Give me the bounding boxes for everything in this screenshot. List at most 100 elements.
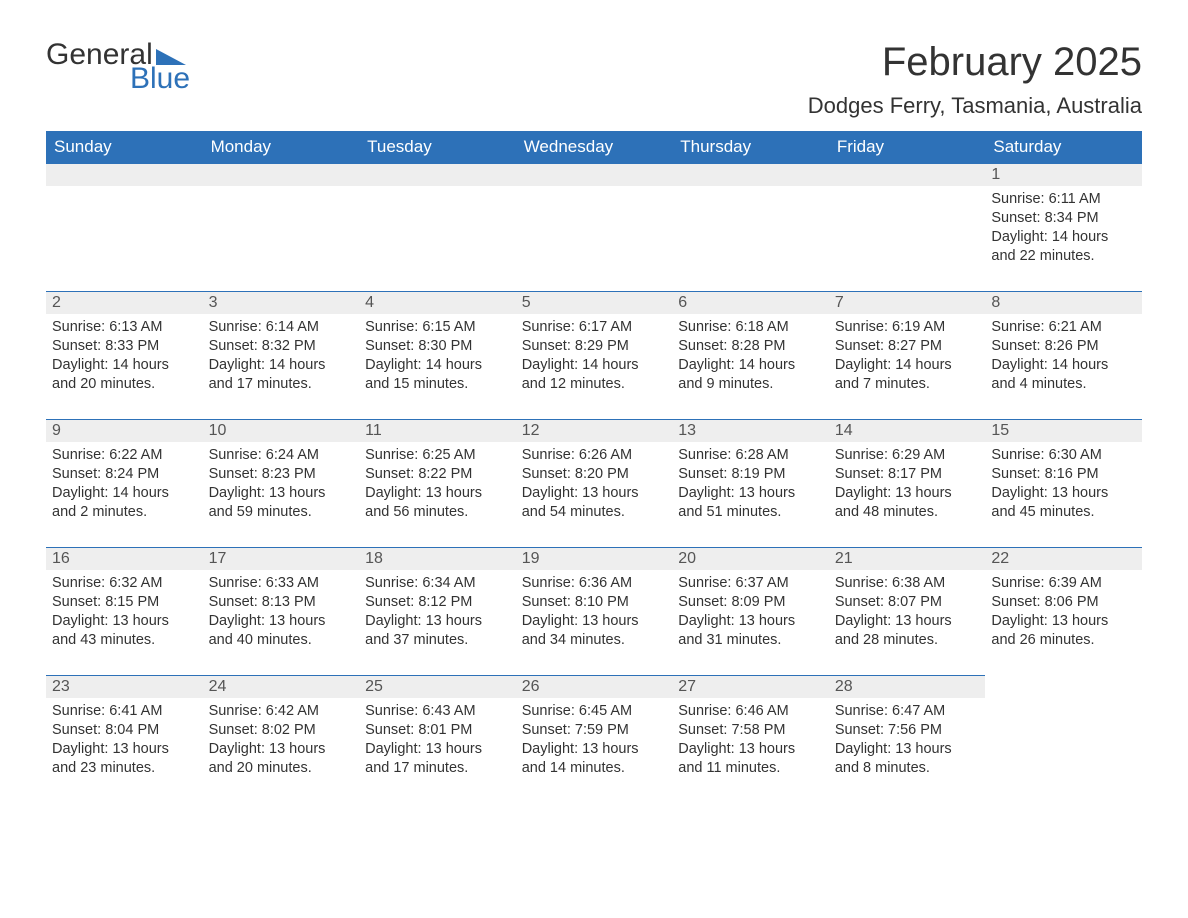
sunrise-text: Sunrise: 6:39 AM bbox=[991, 574, 1136, 593]
calendar-week-row: 23Sunrise: 6:41 AMSunset: 8:04 PMDayligh… bbox=[46, 675, 1142, 803]
day-details: Sunrise: 6:45 AMSunset: 7:59 PMDaylight:… bbox=[516, 698, 673, 785]
day-number: 12 bbox=[516, 419, 673, 442]
day-number: 21 bbox=[829, 547, 986, 570]
day-details: Sunrise: 6:36 AMSunset: 8:10 PMDaylight:… bbox=[516, 570, 673, 657]
sunrise-text: Sunrise: 6:46 AM bbox=[678, 702, 823, 721]
daylight-text: Daylight: 13 hours and 37 minutes. bbox=[365, 612, 510, 650]
sunrise-text: Sunrise: 6:45 AM bbox=[522, 702, 667, 721]
day-details: Sunrise: 6:25 AMSunset: 8:22 PMDaylight:… bbox=[359, 442, 516, 529]
daylight-text: Daylight: 13 hours and 11 minutes. bbox=[678, 740, 823, 778]
sunset-text: Sunset: 8:06 PM bbox=[991, 593, 1136, 612]
daylight-text: Daylight: 13 hours and 28 minutes. bbox=[835, 612, 980, 650]
day-details: Sunrise: 6:33 AMSunset: 8:13 PMDaylight:… bbox=[203, 570, 360, 657]
sunrise-text: Sunrise: 6:14 AM bbox=[209, 318, 354, 337]
sunrise-text: Sunrise: 6:30 AM bbox=[991, 446, 1136, 465]
calendar-cell: 16Sunrise: 6:32 AMSunset: 8:15 PMDayligh… bbox=[46, 547, 203, 675]
day-details: Sunrise: 6:47 AMSunset: 7:56 PMDaylight:… bbox=[829, 698, 986, 785]
calendar-week-row: 16Sunrise: 6:32 AMSunset: 8:15 PMDayligh… bbox=[46, 547, 1142, 675]
sunset-text: Sunset: 8:26 PM bbox=[991, 337, 1136, 356]
sunset-text: Sunset: 8:32 PM bbox=[209, 337, 354, 356]
calendar-cell: 26Sunrise: 6:45 AMSunset: 7:59 PMDayligh… bbox=[516, 675, 673, 803]
sunset-text: Sunset: 8:22 PM bbox=[365, 465, 510, 484]
daylight-text: Daylight: 13 hours and 31 minutes. bbox=[678, 612, 823, 650]
day-number: 19 bbox=[516, 547, 673, 570]
daylight-text: Daylight: 14 hours and 20 minutes. bbox=[52, 356, 197, 394]
daylight-text: Daylight: 14 hours and 4 minutes. bbox=[991, 356, 1136, 394]
calendar-cell: 18Sunrise: 6:34 AMSunset: 8:12 PMDayligh… bbox=[359, 547, 516, 675]
daylight-text: Daylight: 14 hours and 9 minutes. bbox=[678, 356, 823, 394]
day-header: Thursday bbox=[672, 131, 829, 163]
calendar-cell: 14Sunrise: 6:29 AMSunset: 8:17 PMDayligh… bbox=[829, 419, 986, 547]
day-number: 25 bbox=[359, 675, 516, 698]
sunrise-text: Sunrise: 6:15 AM bbox=[365, 318, 510, 337]
month-title: February 2025 bbox=[808, 40, 1142, 85]
sunrise-text: Sunrise: 6:19 AM bbox=[835, 318, 980, 337]
sunset-text: Sunset: 8:01 PM bbox=[365, 721, 510, 740]
calendar-cell: 9Sunrise: 6:22 AMSunset: 8:24 PMDaylight… bbox=[46, 419, 203, 547]
day-header: Tuesday bbox=[359, 131, 516, 163]
calendar-cell bbox=[359, 163, 516, 291]
daylight-text: Daylight: 14 hours and 7 minutes. bbox=[835, 356, 980, 394]
sunrise-text: Sunrise: 6:29 AM bbox=[835, 446, 980, 465]
day-number: 1 bbox=[985, 163, 1142, 186]
calendar-cell: 21Sunrise: 6:38 AMSunset: 8:07 PMDayligh… bbox=[829, 547, 986, 675]
day-number bbox=[359, 163, 516, 186]
sunset-text: Sunset: 8:09 PM bbox=[678, 593, 823, 612]
calendar-cell: 3Sunrise: 6:14 AMSunset: 8:32 PMDaylight… bbox=[203, 291, 360, 419]
day-details: Sunrise: 6:11 AMSunset: 8:34 PMDaylight:… bbox=[985, 186, 1142, 273]
calendar-cell: 6Sunrise: 6:18 AMSunset: 8:28 PMDaylight… bbox=[672, 291, 829, 419]
day-details: Sunrise: 6:22 AMSunset: 8:24 PMDaylight:… bbox=[46, 442, 203, 529]
day-number: 7 bbox=[829, 291, 986, 314]
sunrise-text: Sunrise: 6:17 AM bbox=[522, 318, 667, 337]
calendar-table: Sunday Monday Tuesday Wednesday Thursday… bbox=[46, 131, 1142, 803]
daylight-text: Daylight: 13 hours and 14 minutes. bbox=[522, 740, 667, 778]
day-details: Sunrise: 6:26 AMSunset: 8:20 PMDaylight:… bbox=[516, 442, 673, 529]
sunset-text: Sunset: 8:07 PM bbox=[835, 593, 980, 612]
sunset-text: Sunset: 8:02 PM bbox=[209, 721, 354, 740]
daylight-text: Daylight: 13 hours and 54 minutes. bbox=[522, 484, 667, 522]
daylight-text: Daylight: 13 hours and 26 minutes. bbox=[991, 612, 1136, 650]
day-number: 22 bbox=[985, 547, 1142, 570]
sunrise-text: Sunrise: 6:33 AM bbox=[209, 574, 354, 593]
sunset-text: Sunset: 8:10 PM bbox=[522, 593, 667, 612]
day-details: Sunrise: 6:38 AMSunset: 8:07 PMDaylight:… bbox=[829, 570, 986, 657]
calendar-cell bbox=[672, 163, 829, 291]
calendar-cell: 28Sunrise: 6:47 AMSunset: 7:56 PMDayligh… bbox=[829, 675, 986, 803]
day-details: Sunrise: 6:42 AMSunset: 8:02 PMDaylight:… bbox=[203, 698, 360, 785]
day-details: Sunrise: 6:46 AMSunset: 7:58 PMDaylight:… bbox=[672, 698, 829, 785]
sunset-text: Sunset: 8:29 PM bbox=[522, 337, 667, 356]
sunrise-text: Sunrise: 6:26 AM bbox=[522, 446, 667, 465]
calendar-cell: 11Sunrise: 6:25 AMSunset: 8:22 PMDayligh… bbox=[359, 419, 516, 547]
sunset-text: Sunset: 7:58 PM bbox=[678, 721, 823, 740]
calendar-cell: 2Sunrise: 6:13 AMSunset: 8:33 PMDaylight… bbox=[46, 291, 203, 419]
calendar-cell: 1Sunrise: 6:11 AMSunset: 8:34 PMDaylight… bbox=[985, 163, 1142, 291]
daylight-text: Daylight: 13 hours and 34 minutes. bbox=[522, 612, 667, 650]
sunset-text: Sunset: 8:04 PM bbox=[52, 721, 197, 740]
sunrise-text: Sunrise: 6:22 AM bbox=[52, 446, 197, 465]
day-number: 9 bbox=[46, 419, 203, 442]
calendar-cell: 7Sunrise: 6:19 AMSunset: 8:27 PMDaylight… bbox=[829, 291, 986, 419]
sunset-text: Sunset: 8:17 PM bbox=[835, 465, 980, 484]
sunset-text: Sunset: 8:19 PM bbox=[678, 465, 823, 484]
daylight-text: Daylight: 13 hours and 8 minutes. bbox=[835, 740, 980, 778]
sunrise-text: Sunrise: 6:42 AM bbox=[209, 702, 354, 721]
sunset-text: Sunset: 8:34 PM bbox=[991, 209, 1136, 228]
day-number: 27 bbox=[672, 675, 829, 698]
logo: General Blue bbox=[46, 40, 190, 94]
day-number: 11 bbox=[359, 419, 516, 442]
day-number: 23 bbox=[46, 675, 203, 698]
calendar-cell: 13Sunrise: 6:28 AMSunset: 8:19 PMDayligh… bbox=[672, 419, 829, 547]
day-details: Sunrise: 6:32 AMSunset: 8:15 PMDaylight:… bbox=[46, 570, 203, 657]
day-details: Sunrise: 6:24 AMSunset: 8:23 PMDaylight:… bbox=[203, 442, 360, 529]
sunrise-text: Sunrise: 6:13 AM bbox=[52, 318, 197, 337]
day-number: 3 bbox=[203, 291, 360, 314]
day-details: Sunrise: 6:14 AMSunset: 8:32 PMDaylight:… bbox=[203, 314, 360, 401]
day-number: 28 bbox=[829, 675, 986, 698]
day-number: 17 bbox=[203, 547, 360, 570]
calendar-cell: 15Sunrise: 6:30 AMSunset: 8:16 PMDayligh… bbox=[985, 419, 1142, 547]
day-header: Monday bbox=[203, 131, 360, 163]
sunset-text: Sunset: 8:12 PM bbox=[365, 593, 510, 612]
calendar-cell: 27Sunrise: 6:46 AMSunset: 7:58 PMDayligh… bbox=[672, 675, 829, 803]
day-number bbox=[516, 163, 673, 186]
sunrise-text: Sunrise: 6:38 AM bbox=[835, 574, 980, 593]
